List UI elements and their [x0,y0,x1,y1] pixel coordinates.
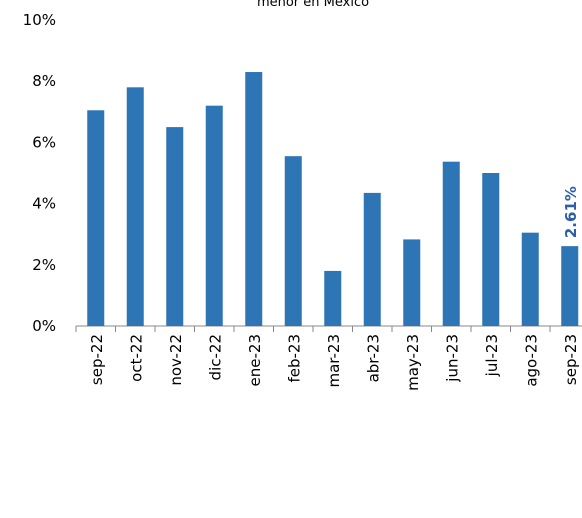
bar [561,246,579,326]
x-tick-label: dic-22 [206,334,224,380]
x-tick-label: abr-23 [364,334,382,382]
bar [363,192,381,326]
bar [403,239,421,326]
bar [87,110,105,327]
bar [166,127,184,326]
x-tick-label: may-23 [404,334,422,391]
chart-title: menor en México [257,0,369,10]
x-tick-label: feb-23 [285,334,303,383]
y-tick-label: 0% [32,317,56,335]
y-tick-label: 8% [32,72,56,90]
y-tick-label: 2% [32,256,56,274]
y-tick-label: 6% [32,133,56,151]
bar [245,72,263,327]
bar [521,232,539,326]
bar [324,270,342,326]
bar [442,161,460,326]
x-tick-label: oct-22 [127,334,145,382]
data-label: 2.61% [562,186,580,238]
x-tick-label: sep-22 [88,334,106,385]
x-tick-label: jul-23 [483,334,501,377]
y-tick-label: 4% [32,195,56,213]
bar [482,173,500,326]
bar [205,105,223,327]
x-tick-label: sep-23 [562,334,580,385]
x-tick-label: ene-23 [246,334,264,386]
bar [126,87,144,326]
x-tick-label: ago-23 [522,334,540,387]
y-tick-label: 10% [23,11,56,29]
x-tick-label: jun-23 [443,334,461,383]
x-tick-label: nov-22 [167,334,185,386]
bar [284,156,302,326]
x-tick-label: mar-23 [325,334,343,388]
